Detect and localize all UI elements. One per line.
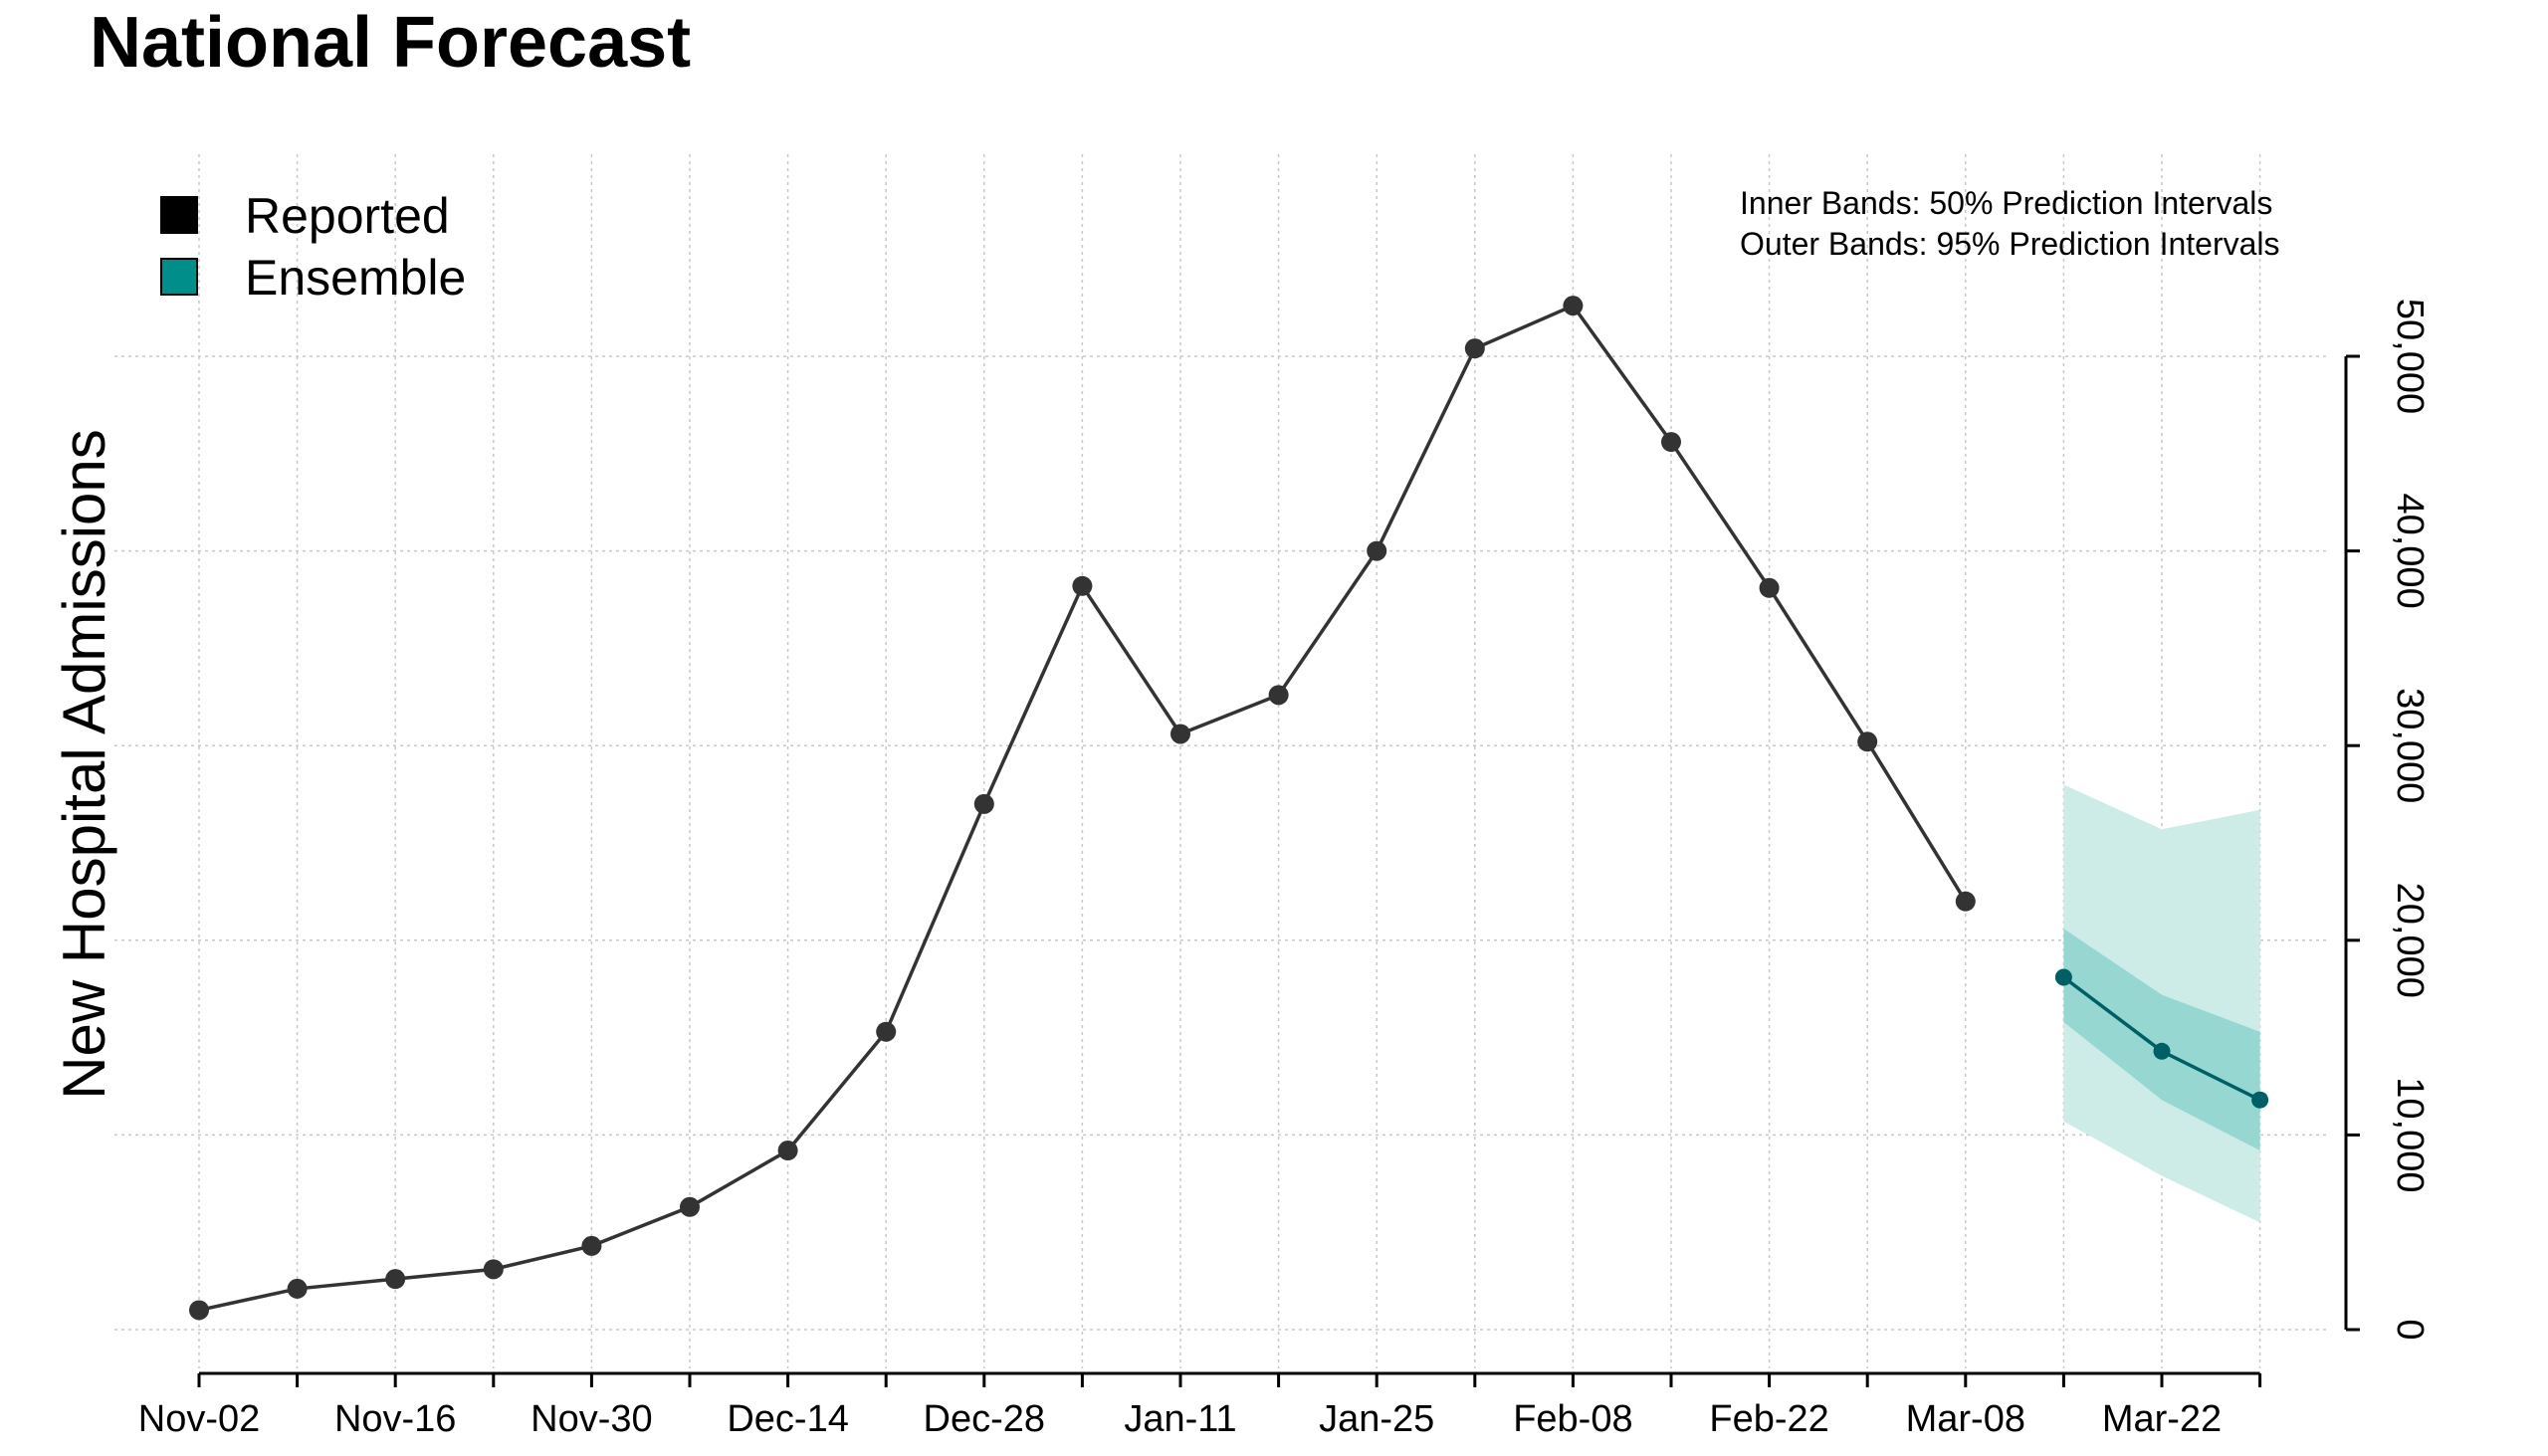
reported-point — [1955, 891, 1976, 912]
reported-point — [1661, 432, 1681, 453]
annotations: Inner Bands: 50% Prediction Intervals Out… — [1740, 185, 2280, 262]
reported-point — [777, 1141, 798, 1161]
legend: Reported Ensemble — [160, 188, 466, 306]
ensemble-point — [2153, 1042, 2171, 1060]
reported-point — [1563, 296, 1584, 316]
x-tick-label: Nov-16 — [334, 1398, 457, 1440]
reported-point — [973, 793, 994, 814]
reported-point — [385, 1269, 406, 1290]
x-tick-label: Feb-22 — [1709, 1398, 1828, 1440]
reported-point — [1857, 731, 1878, 752]
y-tick-label: 10,000 — [2389, 1077, 2431, 1192]
x-tick-label: Mar-08 — [1906, 1398, 2025, 1440]
reported-point — [1367, 540, 1387, 561]
x-tick-label: Feb-08 — [1513, 1398, 1632, 1440]
prediction-bands — [2063, 784, 2260, 1223]
note-inner-bands: Inner Bands: 50% Prediction Intervals — [1740, 185, 2272, 221]
band-50-prediction-interval — [2063, 929, 2260, 1151]
axes: Nov-02 Nov-16 Nov-30 Dec-14 Dec-28 Jan-11 Jan-… — [51, 299, 2431, 1440]
legend-label-reported: Reported — [245, 188, 450, 244]
reported-point — [1464, 338, 1485, 359]
y-tick-label: 20,000 — [2389, 883, 2431, 998]
series-points — [189, 296, 2269, 1321]
reported-point — [1170, 724, 1190, 744]
ensemble-point — [2054, 968, 2072, 986]
x-tick-label: Nov-30 — [531, 1398, 653, 1440]
x-tick-label: Mar-22 — [2102, 1398, 2222, 1440]
reported-point — [1268, 685, 1289, 706]
legend-swatch-reported — [160, 196, 198, 234]
x-tick-label: Jan-25 — [1319, 1398, 1434, 1440]
reported-point — [581, 1235, 602, 1256]
series-lines — [198, 303, 2261, 1313]
y-axis-title: New Hospital Admissions — [51, 429, 117, 1100]
legend-swatch-ensemble — [160, 258, 198, 296]
x-tick-label: Jan-11 — [1124, 1398, 1236, 1440]
x-tick-label: Nov-02 — [138, 1398, 261, 1440]
reported-point — [1759, 577, 1780, 598]
ensemble-point — [2251, 1091, 2269, 1109]
legend-label-ensemble: Ensemble — [245, 250, 466, 306]
chart-title: National Forecast — [90, 3, 692, 83]
reported-point — [680, 1196, 700, 1217]
y-tick-label: 30,000 — [2389, 688, 2431, 803]
reported-point — [287, 1278, 308, 1299]
x-tick-label: Dec-28 — [924, 1398, 1046, 1440]
reported-point — [189, 1300, 209, 1321]
reported-point — [876, 1021, 897, 1042]
y-tick-label: 50,000 — [2389, 299, 2431, 414]
y-tick-label: 40,000 — [2389, 493, 2431, 608]
reported-point — [1072, 575, 1093, 596]
gridlines — [114, 154, 2329, 1368]
x-tick-label: Dec-14 — [727, 1398, 849, 1440]
y-tick-label: 0 — [2389, 1319, 2431, 1340]
note-outer-bands: Outer Bands: 95% Prediction Intervals — [1740, 226, 2280, 262]
reported-point — [483, 1259, 504, 1280]
